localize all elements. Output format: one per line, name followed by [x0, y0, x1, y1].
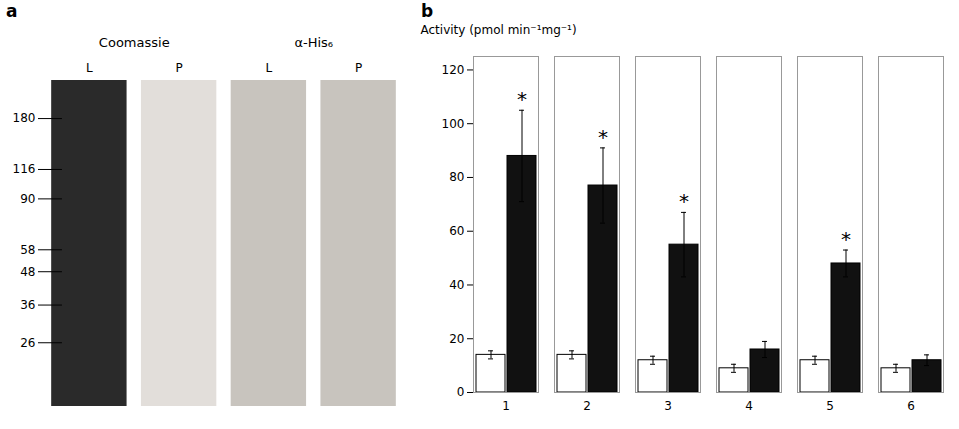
svg-text:26: 26	[20, 336, 35, 350]
svg-text:*: *	[841, 227, 851, 251]
svg-text:Coomassie: Coomassie	[99, 35, 170, 50]
svg-text:*: *	[679, 189, 689, 213]
svg-text:α-His₆: α-His₆	[294, 35, 333, 50]
svg-text:90: 90	[20, 192, 35, 206]
svg-text:0: 0	[457, 385, 465, 399]
svg-text:5: 5	[826, 399, 834, 413]
svg-text:80: 80	[449, 170, 464, 184]
svg-text:*: *	[598, 125, 608, 149]
svg-text:6: 6	[907, 399, 915, 413]
svg-text:L: L	[86, 61, 93, 75]
svg-text:20: 20	[449, 332, 464, 346]
svg-text:48: 48	[20, 265, 35, 279]
svg-text:1: 1	[502, 399, 510, 413]
svg-text:*: *	[517, 87, 527, 111]
svg-text:2: 2	[583, 399, 591, 413]
svg-text:180: 180	[13, 111, 36, 125]
svg-text:120: 120	[442, 63, 465, 77]
svg-text:P: P	[355, 61, 362, 75]
svg-text:4: 4	[745, 399, 753, 413]
svg-text:60: 60	[449, 224, 464, 238]
svg-text:Activity (pmol min⁻¹mg⁻¹): Activity (pmol min⁻¹mg⁻¹)	[421, 23, 577, 37]
svg-text:L: L	[266, 61, 273, 75]
svg-text:58: 58	[20, 243, 35, 257]
html-text:b: b	[421, 1, 434, 21]
svg-text:36: 36	[20, 298, 35, 312]
html-text:a: a	[6, 1, 18, 21]
svg-text:3: 3	[664, 399, 672, 413]
svg-text:116: 116	[13, 162, 36, 176]
svg-text:100: 100	[442, 117, 465, 131]
svg-text:40: 40	[449, 278, 464, 292]
svg-text:P: P	[176, 61, 183, 75]
